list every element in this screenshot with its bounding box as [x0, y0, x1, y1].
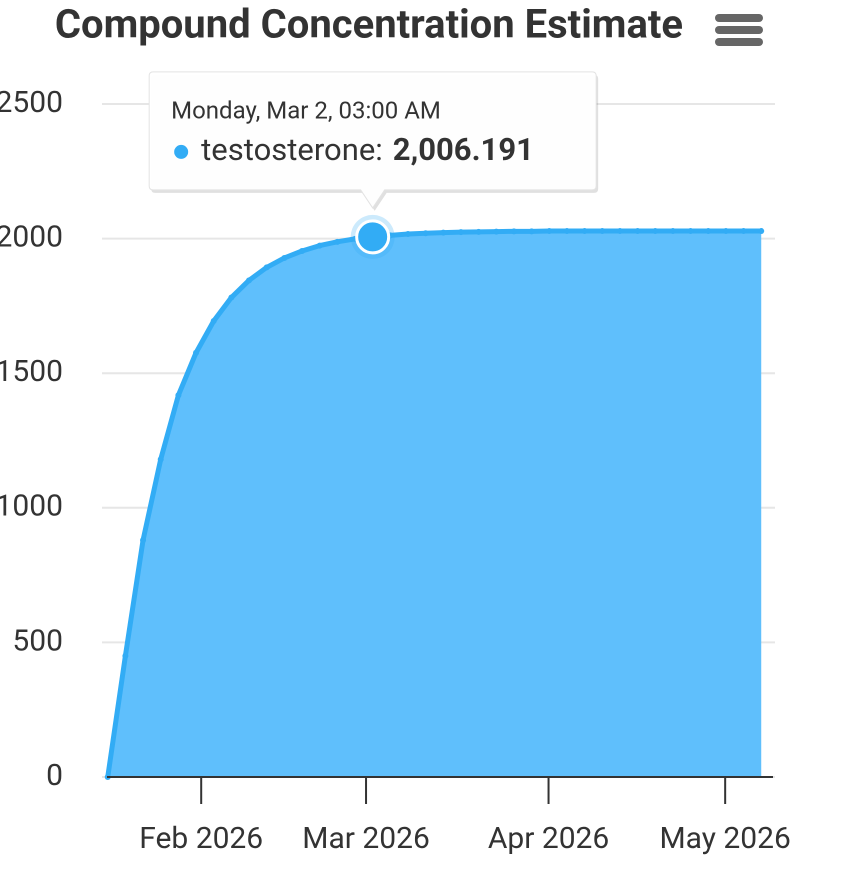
data-point: [193, 349, 200, 356]
data-point: [157, 456, 164, 463]
data-point: [546, 228, 553, 235]
x-tick-label: Apr 2026: [488, 821, 609, 856]
y-tick-label: 1000: [0, 489, 63, 524]
tooltip-value: 2,006.191: [393, 131, 534, 168]
data-point: [510, 228, 517, 235]
data-point: [563, 228, 570, 235]
data-point: [334, 238, 341, 245]
tooltip-bullet: [174, 144, 189, 159]
data-point: [758, 228, 765, 235]
y-tick-label: 2500: [0, 85, 63, 120]
data-point: [175, 392, 182, 399]
data-point: [581, 228, 588, 235]
plot: [104, 228, 765, 780]
data-point: [669, 228, 676, 235]
data-point: [210, 317, 217, 324]
data-point: [140, 537, 147, 544]
data-point: [528, 228, 535, 235]
axes: 0 500 1000 1500 2000 2500 Feb 2026 Mar 2026 Apr …: [0, 85, 791, 856]
chart-title: Compound Concentration Estimate: [55, 1, 683, 48]
data-point: [316, 242, 323, 249]
y-tick-label: 2000: [0, 220, 63, 255]
data-point: [722, 228, 729, 235]
tooltip-body: testosterone: 2,006.191: [201, 131, 534, 168]
x-tick-label: Feb 2026: [139, 821, 263, 856]
data-point: [705, 228, 712, 235]
y-tick-label: 0: [46, 758, 63, 793]
data-point: [422, 230, 429, 237]
data-point: [457, 229, 464, 236]
menu-button[interactable]: [715, 14, 763, 46]
tooltip-series-name: testosterone: [201, 131, 375, 168]
data-point: [228, 294, 235, 301]
data-point: [493, 228, 500, 235]
hover-point: [355, 219, 391, 255]
data-point: [122, 652, 129, 659]
data-point: [634, 228, 641, 235]
tooltip-separator: :: [375, 131, 383, 168]
menu-bar: [715, 14, 763, 22]
data-point: [475, 228, 482, 235]
menu-bar: [715, 26, 763, 34]
tooltip-box: [148, 71, 597, 209]
y-tick-label: 500: [12, 623, 63, 658]
data-point: [263, 264, 270, 271]
data-point: [599, 228, 606, 235]
data-point: [687, 228, 694, 235]
data-point: [281, 254, 288, 261]
data-point: [404, 231, 411, 238]
x-tick-label: Mar 2026: [302, 821, 430, 856]
tooltip-header: Monday, Mar 2, 03:00 AM: [171, 96, 441, 124]
tooltip: Monday, Mar 2, 03:00 AM testosterone: 2,00…: [148, 71, 599, 259]
data-point: [652, 228, 659, 235]
data-point: [740, 228, 747, 235]
x-tick-label: May 2026: [659, 821, 790, 856]
y-tick-label: 1500: [0, 354, 63, 389]
data-point: [299, 247, 306, 254]
area-fill: [107, 231, 762, 777]
menu-bar: [715, 38, 763, 46]
data-point: [246, 277, 253, 284]
data-point: [440, 229, 447, 236]
data-point: [616, 228, 623, 235]
